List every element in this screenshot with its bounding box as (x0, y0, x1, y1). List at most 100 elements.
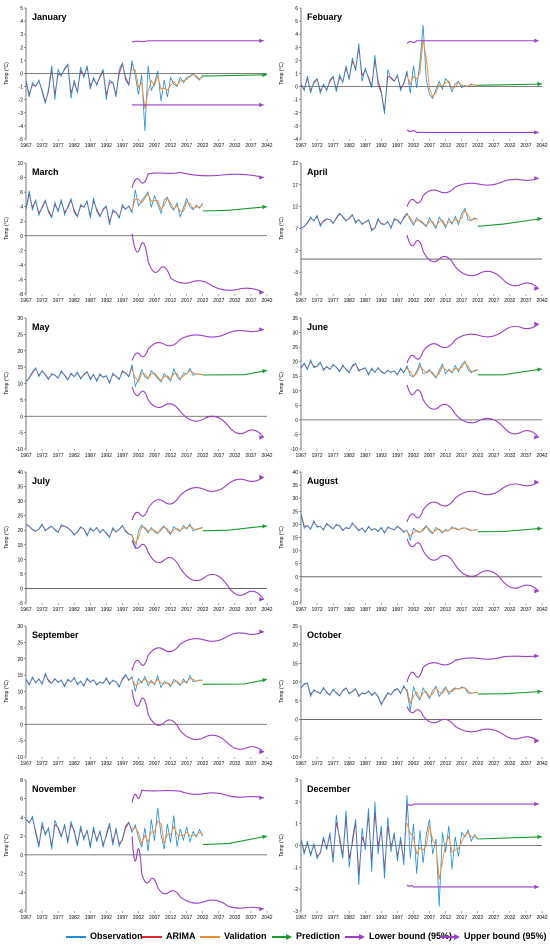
y-tick-label: -5 (19, 137, 24, 143)
x-tick-label: 1982 (69, 761, 80, 767)
y-tick-label: -5 (294, 588, 299, 594)
x-tick-label: 1977 (53, 607, 64, 613)
y-tick-label: 1 (295, 72, 298, 78)
x-tick-label: 1987 (85, 915, 96, 921)
series-lower-bound (131, 233, 265, 294)
upper-bound-arrow (534, 479, 539, 485)
x-tick-label: 2037 (245, 915, 256, 921)
series-prediction (202, 678, 268, 685)
y-tick-label: -4 (19, 890, 24, 896)
lower-bound-arrow (534, 589, 539, 594)
prediction-arrow (262, 204, 267, 210)
series-validation (406, 687, 478, 705)
y-tick-label: -3 (294, 270, 299, 276)
series-prediction (477, 217, 543, 227)
y-tick-label: 35 (292, 483, 298, 489)
upper-bound-arrow (259, 38, 264, 43)
prediction-arrow (262, 678, 267, 683)
y-tick-label: 0 (295, 85, 298, 91)
y-tick-label: 5 (20, 398, 23, 404)
y-tick-label: 1 (20, 58, 23, 64)
x-tick-label: 2042 (536, 143, 547, 149)
y-tick-label: 17 (292, 183, 298, 189)
series-lower-bound (131, 386, 265, 438)
chart-svg: -4 -3 -2 -1 0 1 2 3 4 5 6 1967 1972 1977 1982 1987 1992 1… (279, 6, 548, 149)
x-tick-label: 2007 (424, 143, 435, 149)
x-tick-label: 2042 (536, 453, 547, 459)
series-prediction (202, 74, 268, 77)
y-tick-label: -3 (19, 111, 24, 117)
y-tick-label: 10 (292, 389, 298, 395)
y-tick-label: 30 (17, 624, 23, 630)
chart-panel-september: -10 -5 0 5 10 15 20 25 30 1967 1972 1977 1982 1987 199… (0, 618, 275, 773)
series-validation (406, 209, 478, 228)
x-tick-label: 1977 (328, 298, 339, 304)
series-lower-bound (131, 540, 265, 600)
series-arima (25, 366, 133, 384)
y-tick-label: 15 (17, 543, 23, 549)
y-axis-label: Temp (°C) (4, 217, 10, 240)
chart-panel-august: -10 -5 0 5 10 15 20 25 30 35 40 1967 1972 1977 1982 198… (275, 464, 550, 619)
series-upper-bound (406, 803, 539, 807)
y-tick-label: -3 (294, 124, 299, 130)
y-tick-label: 4 (20, 19, 23, 25)
x-tick-label: 2037 (245, 607, 256, 613)
y-tick-label: 0 (20, 853, 23, 859)
chart-panel-december: -3 -2 -1 0 1 2 3 1967 1972 1977 1982 1987 1992 1997 20… (275, 772, 550, 927)
y-tick-label: -6 (19, 277, 24, 283)
x-tick-label: 2017 (456, 915, 467, 921)
x-tick-label: 2002 (133, 761, 144, 767)
x-tick-label: 2032 (229, 607, 240, 613)
chart-svg: -10 -5 0 5 10 15 20 25 30 35 1967 1972 1977 1982 1987 1… (279, 316, 548, 459)
series-upper-bound (131, 328, 264, 361)
x-tick-label: 2017 (456, 607, 467, 613)
x-tick-label: 2012 (440, 915, 451, 921)
y-tick-label: 2 (295, 58, 298, 64)
series-prediction (477, 836, 543, 840)
y-tick-label: 25 (292, 509, 298, 515)
series-observation (300, 207, 478, 232)
x-tick-label: 2037 (520, 298, 531, 304)
series-prediction (477, 83, 543, 86)
series-validation (131, 193, 203, 212)
y-tick-label: 0 (295, 575, 298, 581)
y-tick-label: 30 (292, 331, 298, 337)
y-tick-label: 20 (17, 528, 23, 534)
x-tick-label: 2042 (261, 915, 272, 921)
y-tick-label: 20 (292, 360, 298, 366)
x-tick-label: 1982 (344, 915, 355, 921)
x-tick-label: 2007 (149, 607, 160, 613)
series-prediction (477, 690, 543, 695)
chart-title: March (32, 167, 59, 177)
y-tick-label: -1 (294, 865, 299, 871)
x-tick-label: 2037 (520, 143, 531, 149)
x-tick-label: 1992 (101, 761, 112, 767)
x-tick-label: 1987 (85, 607, 96, 613)
y-tick-label: -1 (19, 85, 24, 91)
series-upper-bound (131, 476, 265, 521)
y-tick-label: 6 (295, 6, 298, 12)
chart-title: July (32, 476, 51, 486)
legend-prediction-label: Prediction (296, 931, 341, 941)
series-prediction (477, 368, 543, 376)
x-tick-label: 2007 (424, 298, 435, 304)
x-tick-label: 1982 (69, 915, 80, 921)
y-tick-label: 15 (292, 661, 298, 667)
x-tick-label: 1997 (392, 453, 403, 459)
chart-panel-april: -8 -3 2 7 12 17 22 1967 1972 1977 1982 1987 1992 1997… (275, 155, 550, 310)
x-tick-label: 1992 (376, 915, 387, 921)
x-tick-label: 2012 (165, 761, 176, 767)
legend-upper-label: Upper bound (95%) (464, 931, 547, 941)
chart-title: October (307, 630, 342, 640)
x-tick-label: 1967 (20, 143, 31, 149)
x-tick-label: 2032 (504, 143, 515, 149)
x-tick-label: 1982 (69, 143, 80, 149)
series-upper-bound (131, 171, 264, 188)
x-tick-label: 2002 (133, 298, 144, 304)
x-tick-label: 2002 (408, 607, 419, 613)
x-tick-label: 2022 (472, 143, 483, 149)
x-tick-label: 2027 (213, 143, 224, 149)
x-tick-label: 2037 (245, 453, 256, 459)
x-tick-label: 1982 (69, 453, 80, 459)
x-tick-label: 1977 (53, 761, 64, 767)
